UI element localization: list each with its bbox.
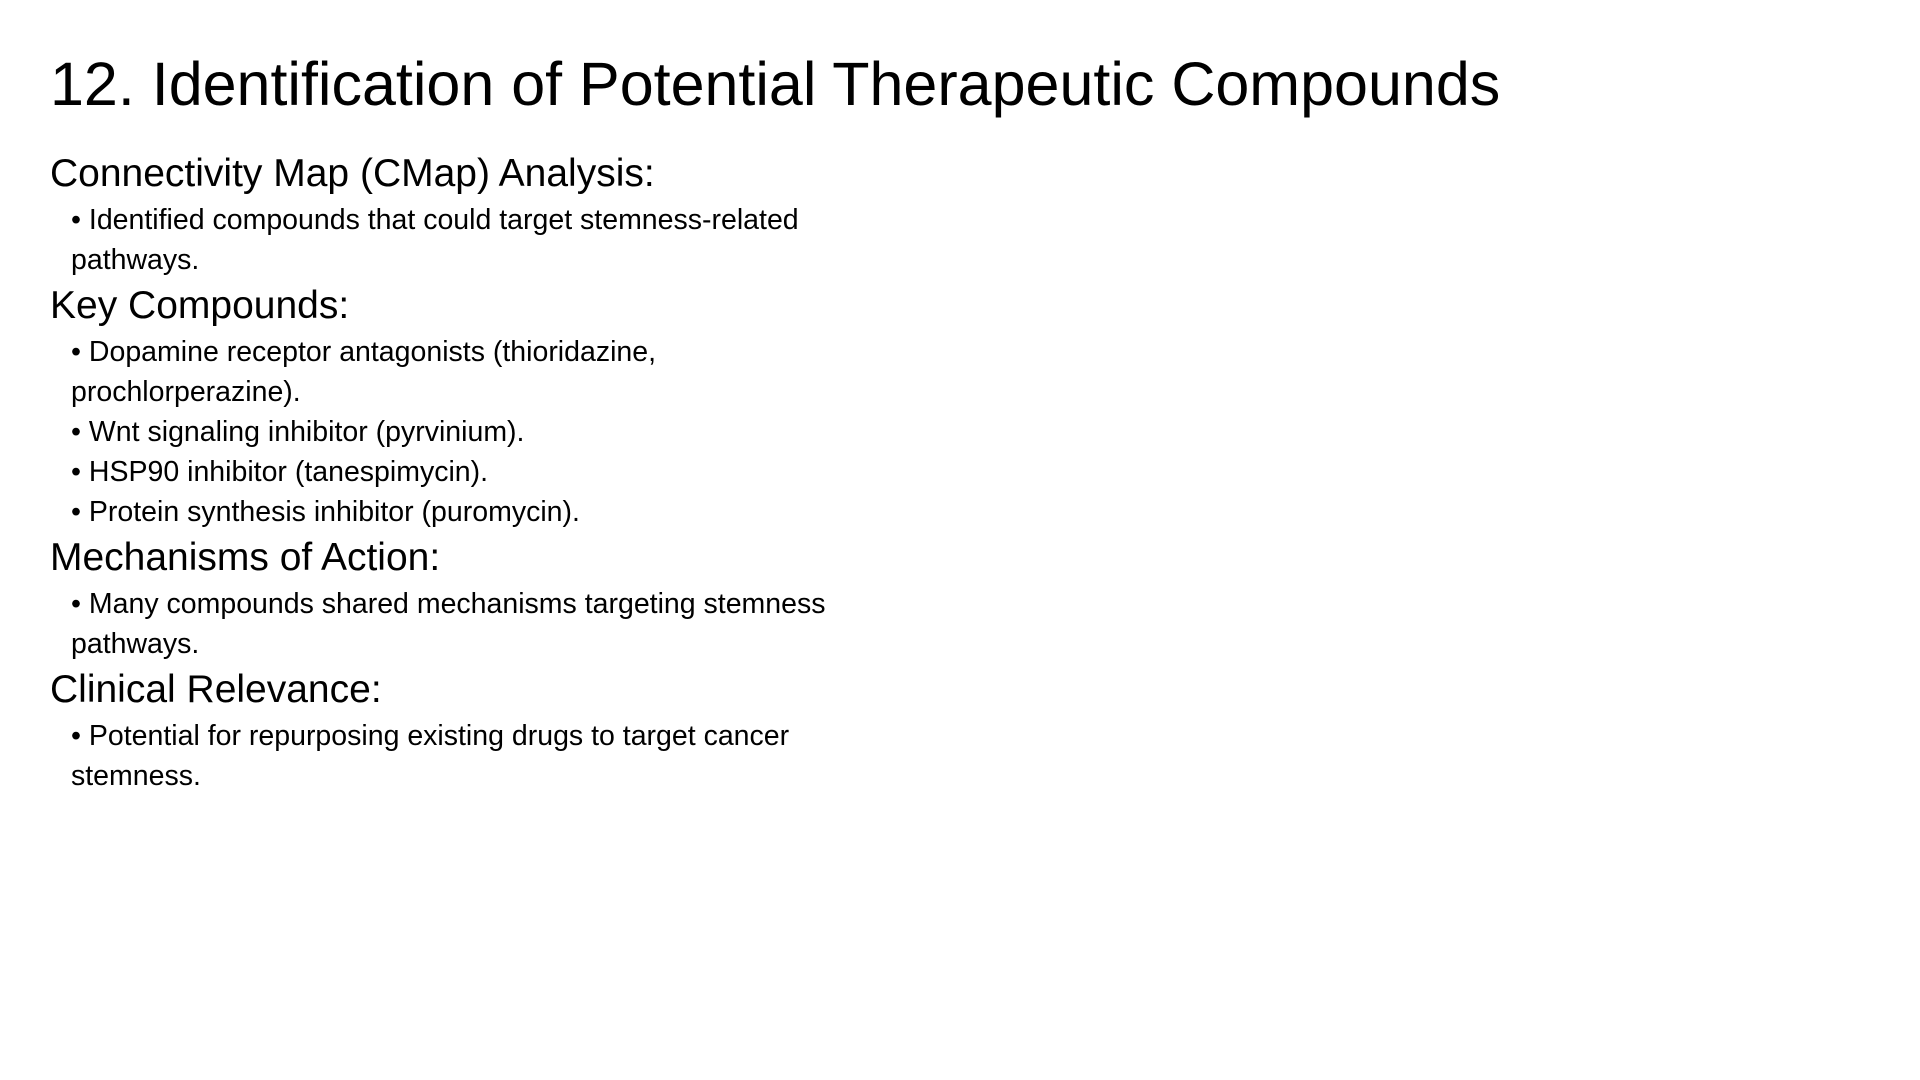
section-mechanisms-of-action: Mechanisms of Action: • Many compounds s…: [50, 532, 890, 664]
section-key-compounds: Key Compounds: • Dopamine receptor antag…: [50, 280, 890, 532]
section-heading: Connectivity Map (CMap) Analysis:: [50, 152, 655, 195]
section-cmap-analysis: Connectivity Map (CMap) Analysis: • Iden…: [50, 148, 890, 280]
bullet-list: • Potential for repurposing existing dru…: [50, 716, 890, 796]
bullet-list: • Identified compounds that could target…: [50, 200, 890, 280]
bullet-item: • HSP90 inhibitor (tanespimycin).: [71, 456, 489, 488]
bullet-item: • Protein synthesis inhibitor (puromycin…: [71, 496, 580, 528]
bullet-item: • Wnt signaling inhibitor (pyrvinium).: [71, 416, 525, 448]
slide-content: Connectivity Map (CMap) Analysis: • Iden…: [50, 148, 890, 796]
section-heading: Key Compounds:: [50, 284, 350, 327]
bullet-list: • Many compounds shared mechanisms targe…: [50, 584, 890, 664]
bullet-item: • Potential for repurposing existing dru…: [71, 720, 790, 792]
bullet-item: • Dopamine receptor antagonists (thiorid…: [71, 336, 657, 408]
slide-title: 12. Identification of Potential Therapeu…: [50, 50, 1501, 118]
section-heading: Clinical Relevance:: [50, 668, 382, 711]
section-heading: Mechanisms of Action:: [50, 536, 441, 579]
bullet-list: • Dopamine receptor antagonists (thiorid…: [50, 332, 890, 532]
bullet-item: • Many compounds shared mechanisms targe…: [71, 588, 826, 660]
section-clinical-relevance: Clinical Relevance: • Potential for repu…: [50, 664, 890, 796]
bullet-item: • Identified compounds that could target…: [71, 204, 799, 276]
